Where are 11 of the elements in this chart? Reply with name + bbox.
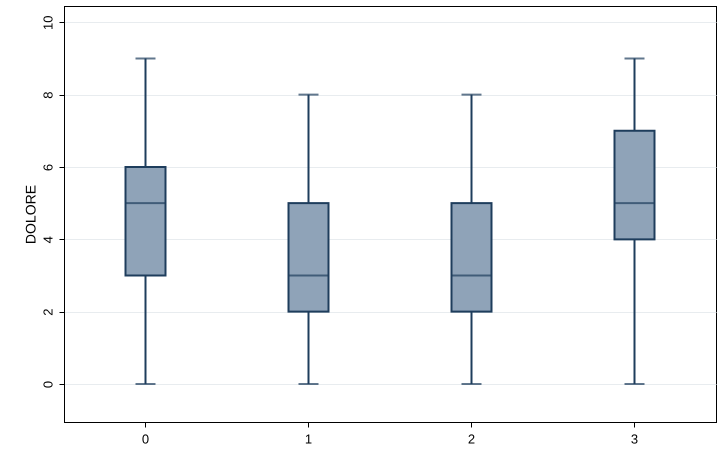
- x-tick-label: 0: [142, 432, 150, 446]
- y-tick-label: 8: [40, 92, 56, 99]
- y-tick-label: 6: [40, 164, 56, 172]
- y-tick-label: 2: [40, 308, 56, 316]
- y-tick-label: 10: [40, 16, 56, 30]
- x-tick-label: 1: [304, 432, 312, 446]
- y-tick-label: 0: [40, 380, 56, 388]
- x-tick-label: 3: [630, 432, 638, 446]
- y-tick-label: 4: [40, 236, 56, 244]
- y-axis-title: DOLORE: [22, 184, 38, 244]
- x-tick-label: 2: [468, 432, 476, 446]
